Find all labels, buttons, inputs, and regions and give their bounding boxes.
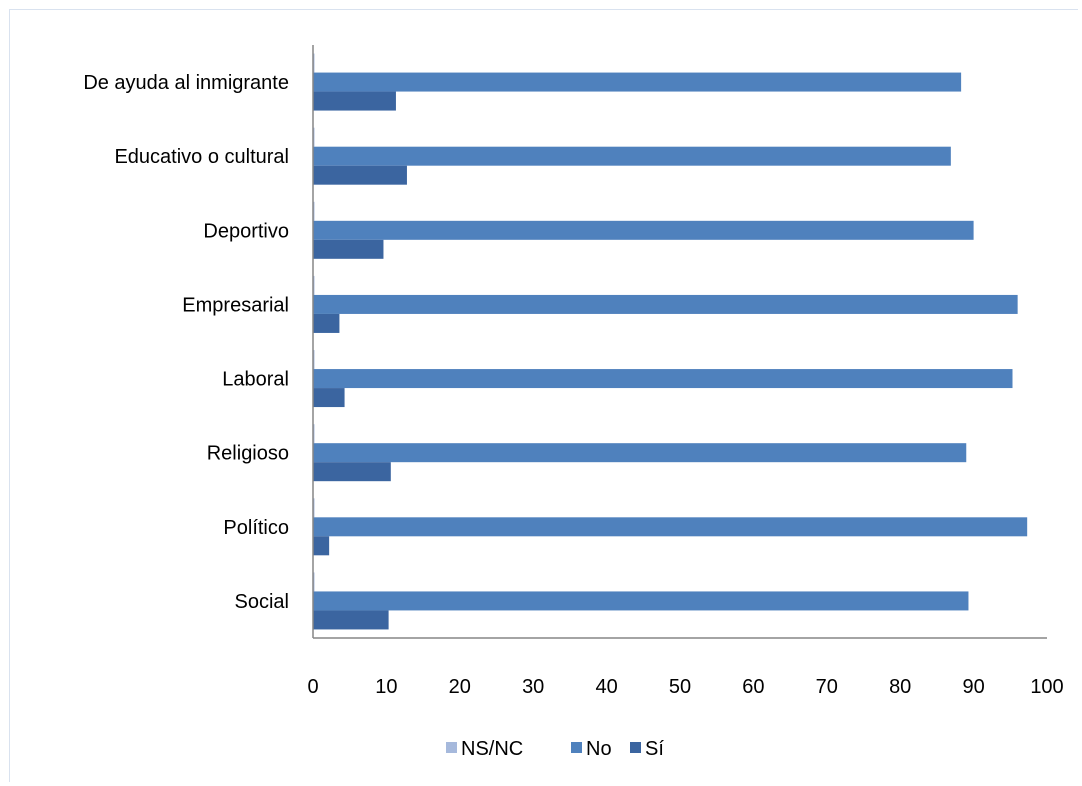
bar-si-religioso — [313, 462, 391, 482]
legend-label-si: Sí — [645, 738, 664, 760]
category-label: Deportivo — [203, 220, 289, 242]
x-tick-label: 20 — [449, 676, 471, 698]
category-label: Laboral — [222, 369, 289, 391]
bars-group — [313, 53, 1028, 630]
bar-si-social — [313, 610, 389, 630]
category-label: Empresarial — [182, 294, 289, 316]
chart-frame — [9, 9, 1078, 782]
category-label: Político — [223, 517, 289, 539]
x-tick-label: 40 — [595, 676, 617, 698]
bar-no-religioso — [313, 443, 967, 463]
bar-no-laboral — [313, 369, 1013, 389]
axes — [312, 45, 1047, 639]
bar-no-deportivo — [313, 220, 974, 240]
category-label: De ayuda al inmigrante — [83, 72, 289, 94]
legend: NS/NC No Sí — [446, 738, 664, 760]
legend-swatch-si — [630, 742, 641, 753]
x-tick-label: 10 — [375, 676, 397, 698]
legend-label-ns-nc: NS/NC — [461, 738, 523, 760]
x-tick-label: 90 — [962, 676, 984, 698]
x-tick-label: 30 — [522, 676, 544, 698]
bar-si-empresarial — [313, 313, 340, 333]
legend-swatch-no — [571, 742, 582, 753]
category-labels: De ayuda al inmigrante Educativo o cultur… — [83, 72, 289, 613]
bar-no-social — [313, 591, 969, 611]
category-label: Educativo o cultural — [114, 146, 289, 168]
category-label: Religioso — [207, 443, 289, 465]
bar-no-empresarial — [313, 294, 1018, 314]
legend-swatch-ns-nc — [446, 742, 457, 753]
legend-label-no: No — [586, 738, 612, 760]
bar-si-de-ayuda-al-inmigrante — [313, 91, 396, 111]
bar-si-politico — [313, 536, 330, 556]
x-tick-label: 0 — [307, 676, 318, 698]
bar-si-educativo-o-cultural — [313, 165, 407, 185]
x-tick-labels: 0 10 20 30 40 50 60 70 80 90 100 — [307, 676, 1063, 698]
x-tick-label: 80 — [889, 676, 911, 698]
x-tick-label: 100 — [1030, 676, 1063, 698]
bar-si-deportivo — [313, 239, 384, 259]
x-tick-label: 60 — [742, 676, 764, 698]
category-label: Social — [235, 591, 289, 613]
bar-no-politico — [313, 517, 1028, 537]
x-tick-label: 50 — [669, 676, 691, 698]
bar-si-laboral — [313, 388, 345, 408]
bar-no-de-ayuda-al-inmigrante — [313, 72, 962, 92]
bar-no-educativo-o-cultural — [313, 146, 951, 166]
x-tick-label: 70 — [816, 676, 838, 698]
